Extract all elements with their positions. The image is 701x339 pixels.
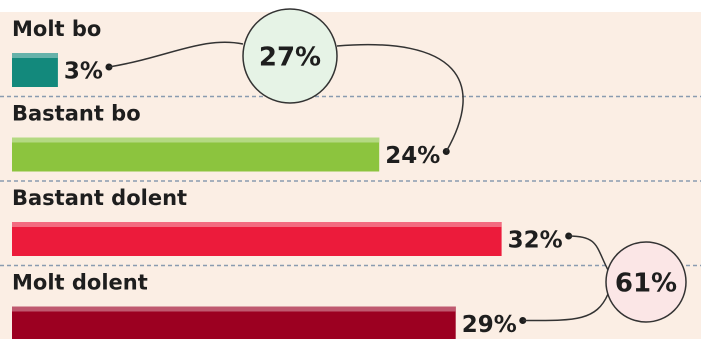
bar-highlight bbox=[12, 222, 502, 227]
connector bbox=[336, 44, 464, 152]
category-label: Molt bo bbox=[12, 17, 101, 41]
value-label: 29% bbox=[462, 312, 517, 338]
connector bbox=[522, 293, 609, 322]
connector bbox=[108, 41, 244, 68]
value-label: 32% bbox=[508, 228, 563, 254]
bar bbox=[12, 306, 456, 339]
annotation-label: 27% bbox=[259, 43, 321, 73]
value-label: 24% bbox=[385, 143, 440, 169]
bar bbox=[12, 222, 502, 256]
annotation-circle bbox=[242, 8, 338, 104]
category-label: Bastant bo bbox=[12, 102, 141, 126]
bar-highlight bbox=[12, 53, 58, 58]
bar bbox=[12, 53, 58, 87]
bar-highlight bbox=[12, 137, 380, 143]
annotation-label: 61% bbox=[615, 269, 677, 299]
bar-highlight bbox=[12, 306, 456, 312]
bar bbox=[12, 137, 380, 172]
value-label: 3% bbox=[64, 59, 103, 85]
background bbox=[0, 12, 701, 339]
category-label: Bastant dolent bbox=[12, 186, 187, 210]
connector bbox=[568, 235, 609, 271]
annotation-circle bbox=[605, 241, 687, 323]
category-label: Molt dolent bbox=[12, 271, 148, 295]
